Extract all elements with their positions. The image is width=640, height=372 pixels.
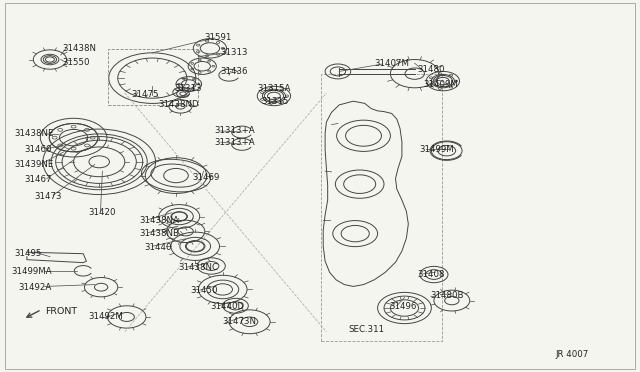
Text: 31492M: 31492M bbox=[88, 312, 123, 321]
Bar bbox=[321, 74, 442, 341]
Text: 31480B: 31480B bbox=[430, 291, 463, 300]
Text: 31313+A: 31313+A bbox=[214, 138, 255, 147]
Text: 31313+A: 31313+A bbox=[214, 126, 255, 135]
Text: 31495: 31495 bbox=[14, 249, 42, 258]
Text: 31313: 31313 bbox=[221, 48, 248, 57]
Text: 31469: 31469 bbox=[192, 173, 220, 182]
Text: 31473N: 31473N bbox=[223, 317, 257, 326]
Text: 31496: 31496 bbox=[389, 302, 417, 311]
Text: 31407M: 31407M bbox=[374, 60, 410, 68]
Text: 31438NA: 31438NA bbox=[140, 216, 179, 225]
Text: 31315: 31315 bbox=[261, 97, 289, 106]
Bar bbox=[108, 49, 198, 105]
Text: 31420: 31420 bbox=[88, 208, 116, 217]
Text: 31473: 31473 bbox=[35, 192, 62, 201]
Text: 31499M: 31499M bbox=[419, 145, 454, 154]
Text: 31438NB: 31438NB bbox=[140, 229, 179, 238]
Text: 31440D: 31440D bbox=[210, 302, 244, 311]
Text: 31315A: 31315A bbox=[257, 84, 291, 93]
Text: 31460: 31460 bbox=[24, 145, 52, 154]
Text: JR 4007: JR 4007 bbox=[556, 350, 589, 359]
Text: 31438N: 31438N bbox=[63, 44, 97, 53]
Text: 31480: 31480 bbox=[417, 65, 445, 74]
Text: 31439NE: 31439NE bbox=[14, 160, 54, 169]
Text: 31440: 31440 bbox=[144, 243, 172, 252]
Text: 31409M: 31409M bbox=[424, 80, 458, 89]
Text: 31450: 31450 bbox=[191, 286, 218, 295]
Text: 31438NC: 31438NC bbox=[178, 263, 218, 272]
Text: FRONT: FRONT bbox=[45, 307, 77, 316]
Text: SEC.311: SEC.311 bbox=[349, 325, 385, 334]
Text: 31550: 31550 bbox=[63, 58, 90, 67]
Text: 31436: 31436 bbox=[221, 67, 248, 76]
Text: 31499MA: 31499MA bbox=[12, 267, 52, 276]
Text: 31408: 31408 bbox=[417, 270, 445, 279]
Text: 31313: 31313 bbox=[174, 84, 202, 93]
Text: 31438NE: 31438NE bbox=[14, 129, 54, 138]
Text: 31591: 31591 bbox=[205, 33, 232, 42]
Text: 31438ND: 31438ND bbox=[159, 100, 199, 109]
Text: 31475: 31475 bbox=[131, 90, 159, 99]
Text: 31467: 31467 bbox=[24, 175, 52, 184]
Text: 31492A: 31492A bbox=[18, 283, 51, 292]
